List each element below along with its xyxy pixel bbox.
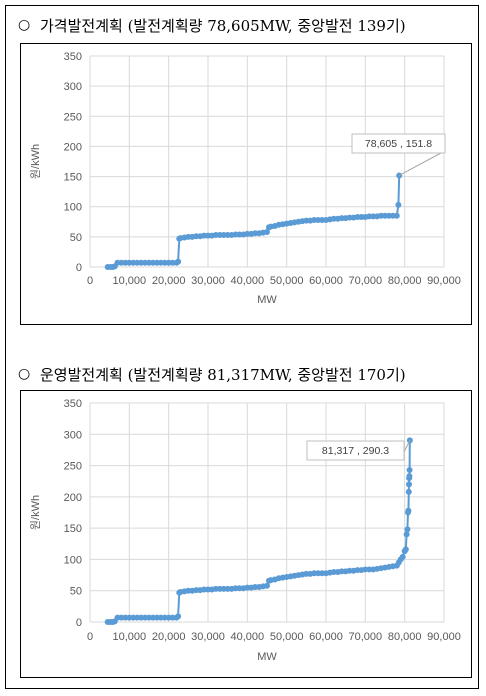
x-tick-label: 0 xyxy=(87,275,93,287)
section-heading-price-plan: 가격발전계획 (발전계획량 78,605MW, 중앙발전 139기) xyxy=(40,17,406,35)
annotation-label: 81,317 , 290.3 xyxy=(322,445,389,457)
chart-box-operation-plan: 0 50 100 150 200 250 300 350 0 10,000 20,000 30,000… xyxy=(20,390,472,678)
y-tick-label: 0 xyxy=(76,617,82,629)
x-tick-label: 70,000 xyxy=(349,275,383,287)
data-point xyxy=(402,546,409,553)
data-point xyxy=(406,473,413,480)
y-tick-label: 200 xyxy=(64,492,82,504)
y-tick-label: 350 xyxy=(64,51,82,63)
data-point xyxy=(175,613,182,620)
x-tick-label: 10,000 xyxy=(113,631,147,643)
y-tick-label: 50 xyxy=(70,232,82,244)
y-tick-label: 100 xyxy=(64,554,82,566)
y-tick-label: 0 xyxy=(76,262,82,274)
data-point xyxy=(405,488,412,495)
chart-operation-plan: 0 50 100 150 200 250 300 350 0 10,000 20,000 30,000… xyxy=(29,398,461,663)
y-tick-label: 250 xyxy=(64,461,82,473)
y-tick-label: 100 xyxy=(64,202,82,214)
x-tick-label: 90,000 xyxy=(427,275,461,287)
data-point xyxy=(264,229,270,236)
x-tick-label: 40,000 xyxy=(231,275,265,287)
x-tick-label: 30,000 xyxy=(191,275,225,287)
data-point xyxy=(406,466,413,473)
x-axis-title: MW xyxy=(257,651,277,663)
x-tick-label: 10,000 xyxy=(113,275,147,287)
x-tick-label: 80,000 xyxy=(388,275,422,287)
annotation-leader xyxy=(398,152,442,176)
data-point xyxy=(395,201,402,208)
series-line xyxy=(107,440,411,623)
chart-price-plan: 0 50 100 150 200 250 300 350 0 10,000 20,000 30,000… xyxy=(29,51,461,306)
data-point xyxy=(393,212,400,219)
y-tick-label: 350 xyxy=(64,398,82,410)
x-tick-label: 0 xyxy=(87,631,93,643)
data-point xyxy=(405,507,412,514)
bullet-icon: ○ xyxy=(18,17,31,33)
document-frame xyxy=(5,5,479,689)
chart-box-price-plan: 0 50 100 150 200 250 300 350 0 10,000 20,000 30,000… xyxy=(20,43,472,325)
x-axis-title: MW xyxy=(257,294,277,306)
y-tick-label: 150 xyxy=(64,523,82,535)
y-tick-label: 250 xyxy=(64,111,82,123)
x-tick-label: 50,000 xyxy=(270,275,304,287)
x-tick-label: 40,000 xyxy=(231,631,265,643)
y-axis-title: 원/kWh xyxy=(29,495,42,530)
data-point xyxy=(403,531,410,538)
x-tick-label: 60,000 xyxy=(309,631,343,643)
x-tick-label: 70,000 xyxy=(349,631,383,643)
x-tick-label: 20,000 xyxy=(152,275,186,287)
data-point xyxy=(405,481,412,488)
data-point xyxy=(399,553,406,560)
series-line xyxy=(107,175,401,268)
y-tick-label: 150 xyxy=(64,172,82,184)
x-tick-label: 20,000 xyxy=(152,631,186,643)
y-tick-label: 50 xyxy=(70,586,82,598)
annotation-box xyxy=(351,133,446,154)
section-heading-operation-plan: 운영발전계획 (발전계획량 81,317MW, 중앙발전 170기) xyxy=(40,366,406,384)
data-point xyxy=(406,437,413,444)
y-axis-title: 원/kWh xyxy=(29,144,42,179)
y-tick-label: 300 xyxy=(64,81,82,93)
annotation-box xyxy=(306,440,405,461)
x-tick-label: 60,000 xyxy=(309,275,343,287)
data-point xyxy=(175,258,182,265)
x-tick-label: 50,000 xyxy=(270,631,304,643)
y-tick-label: 200 xyxy=(64,141,82,153)
data-point xyxy=(404,526,411,533)
y-tick-label: 300 xyxy=(64,429,82,441)
data-point xyxy=(264,582,270,589)
x-tick-label: 30,000 xyxy=(191,631,225,643)
annotation-label: 78,605 , 151.8 xyxy=(365,138,432,150)
x-tick-label: 80,000 xyxy=(388,631,422,643)
bullet-icon: ○ xyxy=(18,366,31,382)
x-tick-label: 90,000 xyxy=(427,631,461,643)
